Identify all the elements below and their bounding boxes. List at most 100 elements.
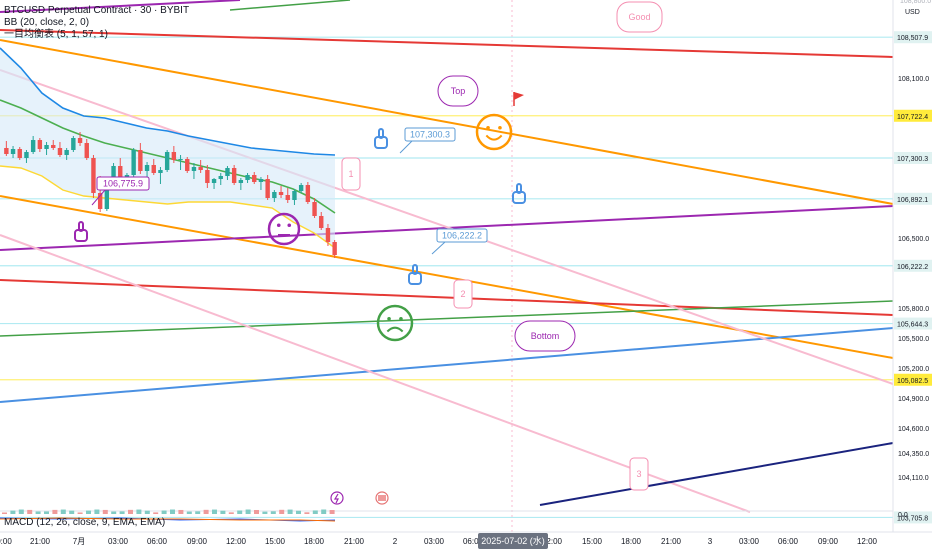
candle-body	[298, 185, 304, 191]
flag-icon	[513, 92, 524, 106]
time-tick: 0:00	[0, 537, 12, 546]
price-label-tag: 105,644.3	[894, 317, 932, 330]
time-tick: 03:00	[739, 537, 760, 546]
callout-107300: 107,300.3	[404, 127, 456, 142]
indicator-bb[interactable]: BB (20, close, 2, 0)	[4, 17, 90, 28]
price-label-text: 107,300.3	[897, 156, 928, 163]
macd-histogram-bar	[254, 509, 259, 514]
price-label-text: 107,722.4	[897, 114, 928, 121]
bubble-bottom-text: Bottom	[531, 331, 560, 341]
macd-histogram-bar	[10, 510, 16, 514]
legend: BTCUSD Perpetual Contract · 30 · BYBIT B…	[4, 5, 189, 41]
wave-1: 1	[341, 157, 361, 191]
candle	[225, 166, 230, 180]
macd-histogram-bar	[195, 511, 201, 514]
macd-axis-label: 0.0	[898, 512, 908, 519]
time-tick: 7月	[73, 537, 85, 546]
bubble-top-box	[437, 75, 479, 107]
trend-line-1	[229, 0, 351, 11]
time-tick: 06:00	[778, 537, 799, 546]
callout-106222-tail	[431, 241, 446, 255]
currency-label: USD	[905, 9, 920, 16]
candle	[319, 212, 324, 230]
hand-thumb-icon-1	[374, 128, 388, 149]
candle	[30, 136, 36, 154]
price-label-bg	[894, 31, 932, 44]
wave-1-box	[341, 157, 361, 191]
candle	[238, 178, 244, 190]
candle	[292, 189, 297, 205]
macd-histogram-bar	[203, 509, 209, 514]
price-tick: 104,350.0	[898, 451, 929, 458]
price-label-tag: 108,507.9	[894, 31, 932, 44]
candle-body	[17, 149, 22, 158]
price-label-tag: 106,222.2	[894, 259, 932, 272]
macd-histogram-bar	[237, 510, 243, 514]
price-tick: 105,200.0	[898, 366, 929, 373]
candle	[258, 177, 264, 190]
callout-106775-tail	[91, 189, 106, 206]
symbol-line[interactable]: BTCUSD Perpetual Contract · 30 · BYBIT	[4, 5, 190, 16]
wave-3: 3	[629, 457, 649, 491]
time-tick: 06:00	[147, 537, 168, 546]
candle	[131, 148, 136, 178]
trend-line-8	[0, 327, 894, 403]
price-label-text: 106,892.1	[897, 197, 928, 204]
trend-line-10	[0, 234, 751, 513]
candle	[77, 132, 83, 146]
trend-line-3	[0, 39, 894, 205]
trend-line-7	[0, 300, 894, 337]
macd-label[interactable]: MACD (12, 26, close, 9, EMA, EMA)	[4, 517, 166, 528]
time-tick: 12:00	[226, 537, 247, 546]
macd-histogram-bar	[102, 509, 108, 514]
candle	[332, 240, 337, 258]
candle-body	[292, 191, 297, 200]
price-label-tag: 103,705.8	[894, 511, 932, 524]
candle	[24, 150, 29, 163]
macd-histogram-bar	[228, 512, 234, 514]
trend-line-2	[0, 29, 894, 58]
wave-3-text: 3	[636, 469, 641, 479]
candle-body	[4, 148, 9, 154]
bb-lower-line	[0, 165, 336, 249]
price-label-text: 108,507.9	[897, 35, 928, 42]
candle	[44, 142, 49, 155]
lightning-bolt	[333, 493, 339, 504]
price-label-bg	[894, 511, 932, 524]
time-tick: 12:00	[857, 537, 878, 546]
callout-106775-text: 106,775.9	[103, 179, 143, 189]
lightning-ring	[330, 491, 344, 505]
wave-1-text: 1	[348, 169, 353, 179]
smiley-top-icon-eye-r	[498, 125, 502, 130]
macd-histogram-bar	[220, 510, 226, 514]
smiley-bottom-icon-ring	[376, 304, 414, 342]
callout-106775-box	[96, 176, 150, 191]
bubble-good-text: Good	[628, 12, 650, 22]
macd-histogram-bar	[245, 509, 251, 514]
candle-body	[191, 167, 197, 171]
candle	[185, 157, 190, 173]
candle-body	[151, 165, 156, 173]
time-tick: 2	[393, 537, 398, 546]
candle-body	[164, 152, 170, 170]
price-tick: 104,900.0	[898, 396, 929, 403]
macd-histogram-bar	[94, 509, 100, 514]
bubble-good-box	[616, 1, 663, 33]
candle-body	[171, 152, 177, 160]
candle-body	[238, 180, 244, 183]
candle	[158, 167, 163, 184]
candle-body	[97, 193, 103, 209]
candle	[138, 143, 143, 174]
wave-2-text: 2	[460, 289, 465, 299]
price-tick-top: 108,800.0	[900, 0, 931, 5]
wave-2: 2	[453, 279, 473, 309]
indicator-ichimoku[interactable]: 一目均衡表 (5, 1, 57, 1)	[4, 29, 108, 40]
time-tick: 15:00	[582, 537, 603, 546]
macd-histogram-bar	[144, 510, 150, 514]
candle-body	[84, 143, 89, 158]
smiley-neutral-icon-eye-r	[287, 223, 292, 228]
hand-thumb-icon-2	[512, 183, 526, 204]
price-tick: 104,110.0	[898, 475, 929, 482]
